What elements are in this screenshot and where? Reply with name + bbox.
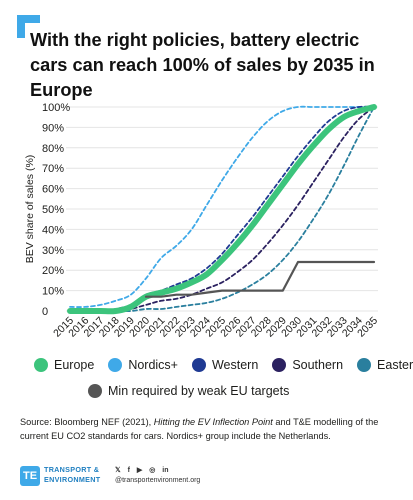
brand-name: TRANSPORT & ENVIRONMENT: [44, 465, 100, 485]
brand-line-1: TRANSPORT &: [44, 465, 100, 474]
social-links: 𝕏 f ▶ ◎ in @transportenvironment.org: [115, 466, 200, 486]
brand-line-2: ENVIRONMENT: [44, 475, 101, 484]
instagram-icon[interactable]: ◎: [149, 467, 156, 474]
legend-item-europe: Europe: [34, 358, 94, 372]
brand-logo-icon: TE: [20, 466, 40, 486]
legend-label: Min required by weak EU targets: [108, 384, 290, 398]
source-note: Source: Bloomberg NEF (2021), Hitting th…: [20, 415, 400, 443]
y-tick-label: 90%: [42, 122, 64, 134]
linkedin-icon[interactable]: in: [162, 467, 169, 474]
series-line-nordics: [69, 105, 375, 308]
website-link[interactable]: @transportenvironment.org: [115, 477, 201, 484]
y-axis-label: BEV share of sales (%): [24, 155, 36, 264]
legend-item-western: Western: [191, 358, 259, 372]
legend-label: Europe: [54, 358, 95, 372]
legend-label: Eastern: [377, 358, 413, 372]
legend-item-nordics-: Nordics+: [108, 358, 178, 372]
chart-title: With the right policies, battery electri…: [30, 30, 375, 100]
y-tick-label: 100%: [42, 102, 70, 114]
line-chart: 0 10% 20% 30% 40% 50% 60% 70% 80% 90% 100% BEV shar…: [24, 102, 380, 340]
legend-label: Nordics+: [128, 358, 178, 372]
legend-swatch: [357, 358, 372, 372]
y-tick-label: 20%: [42, 265, 64, 277]
youtube-icon[interactable]: ▶: [136, 467, 143, 474]
series-line-europe: [67, 104, 377, 315]
legend-swatch: [272, 358, 287, 372]
source-suffix: and T&E modelling of the current EU CO2 …: [20, 417, 379, 441]
legend-label: Western: [211, 358, 259, 372]
legend-row-min: Min required by weak EU targets: [88, 384, 303, 398]
source-report-title: Hitting the EV Inflection Point: [153, 417, 273, 427]
legend-row-regions: Europe Nordics+ Western Southern Eastern: [34, 358, 413, 372]
legend-item-eastern: Eastern: [357, 358, 413, 372]
y-tick-label: 40%: [42, 224, 64, 236]
legend-swatch: [34, 358, 48, 372]
legend-item-southern: Southern: [272, 358, 343, 372]
legend-item-min-eu-targets: Min required by weak EU targets: [88, 384, 289, 398]
legend-swatch: [108, 358, 123, 372]
y-tick-label: 10%: [42, 286, 64, 298]
y-tick-label: 80%: [42, 143, 64, 155]
legend-label: Southern: [292, 358, 344, 372]
source-prefix: Source: Bloomberg NEF (2021),: [20, 417, 154, 427]
y-tick-label: 0: [42, 306, 48, 318]
series-line-min-required-by-weak-eu-targets: [144, 260, 376, 298]
corner-accent: [17, 15, 40, 38]
y-tick-label: 30%: [42, 245, 64, 257]
y-tick-label: 50%: [42, 204, 64, 216]
legend-swatch: [88, 384, 102, 398]
facebook-icon[interactable]: f: [127, 467, 130, 474]
y-tick-label: 60%: [42, 184, 64, 196]
legend-swatch: [191, 358, 206, 372]
y-tick-label: 70%: [42, 163, 64, 175]
twitter-icon[interactable]: 𝕏: [115, 467, 121, 474]
